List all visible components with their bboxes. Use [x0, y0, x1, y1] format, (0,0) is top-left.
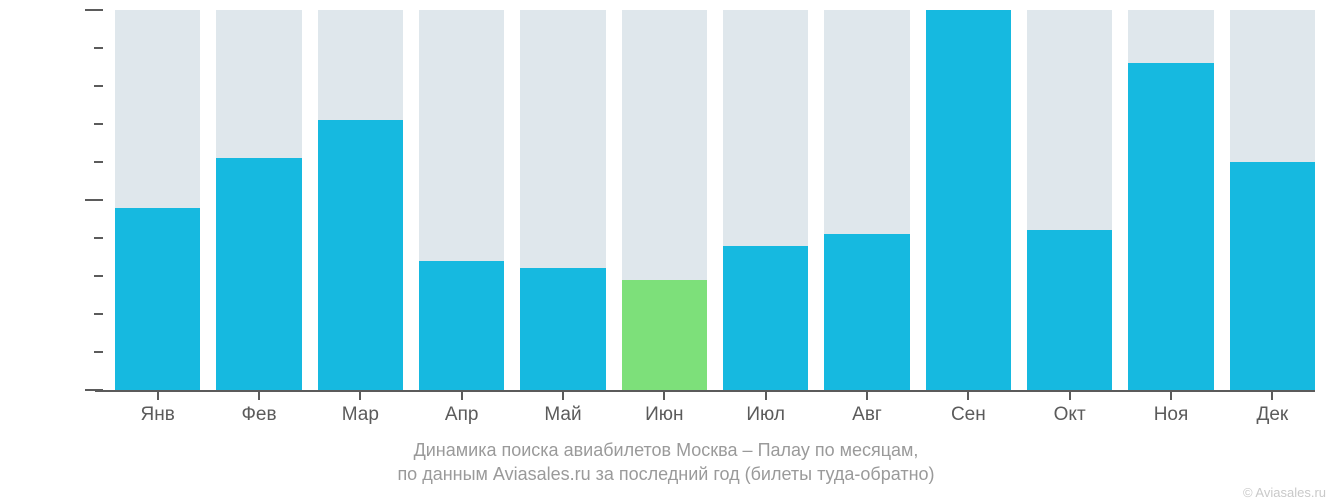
x-tick	[1271, 390, 1273, 400]
bar-group	[1230, 10, 1315, 390]
attribution-text: © Aviasales.ru	[1243, 485, 1326, 500]
x-tick-label: Янв	[141, 404, 175, 426]
bar-value	[520, 268, 605, 390]
y-major-tick	[85, 199, 103, 201]
bar-value	[723, 246, 808, 390]
x-tick-label: Ноя	[1154, 404, 1189, 426]
x-tick	[157, 390, 159, 400]
bar-value	[1230, 162, 1315, 390]
x-tick-label: Май	[544, 404, 581, 426]
bar-group	[824, 10, 909, 390]
y-minor-tick	[94, 85, 103, 87]
x-tick-label: Апр	[445, 404, 479, 426]
bar-value	[115, 208, 200, 390]
x-tick	[1069, 390, 1071, 400]
x-tick	[765, 390, 767, 400]
bar-group	[622, 10, 707, 390]
y-minor-tick	[94, 47, 103, 49]
x-axis-baseline	[95, 390, 1315, 392]
caption-line-2: по данным Aviasales.ru за последний год …	[0, 462, 1332, 486]
x-tick-label: Окт	[1054, 404, 1086, 426]
y-minor-tick	[94, 123, 103, 125]
x-tick-label: Авг	[852, 404, 882, 426]
chart-container: 0 %50 %100 % ЯнвФевМарАпрМайИюнИюлАвгСен…	[0, 0, 1332, 502]
caption-line-1: Динамика поиска авиабилетов Москва – Пал…	[0, 438, 1332, 462]
x-tick-label: Фев	[241, 404, 276, 426]
bar-group	[520, 10, 605, 390]
x-tick	[866, 390, 868, 400]
x-tick	[359, 390, 361, 400]
bar-group	[318, 10, 403, 390]
y-minor-tick	[94, 275, 103, 277]
bar-group	[723, 10, 808, 390]
y-minor-tick	[94, 237, 103, 239]
chart-caption: Динамика поиска авиабилетов Москва – Пал…	[0, 438, 1332, 487]
x-tick	[562, 390, 564, 400]
bar-value	[926, 10, 1011, 390]
x-tick	[258, 390, 260, 400]
bar-value	[1027, 230, 1112, 390]
x-tick	[967, 390, 969, 400]
y-minor-tick	[94, 351, 103, 353]
x-tick-label: Июн	[645, 404, 683, 426]
bar-group	[1027, 10, 1112, 390]
bar-value	[1128, 63, 1213, 390]
plot-area	[115, 10, 1315, 390]
bar-group	[419, 10, 504, 390]
bar-group	[926, 10, 1011, 390]
bar-group	[1128, 10, 1213, 390]
bar-group	[216, 10, 301, 390]
x-tick-label: Сен	[951, 404, 986, 426]
x-tick	[663, 390, 665, 400]
x-tick	[461, 390, 463, 400]
y-minor-tick	[94, 313, 103, 315]
y-major-tick	[85, 9, 103, 11]
bar-value	[318, 120, 403, 390]
bar-value	[622, 280, 707, 390]
bar-value	[419, 261, 504, 390]
bar-value	[216, 158, 301, 390]
bar-group	[115, 10, 200, 390]
x-tick	[1170, 390, 1172, 400]
x-tick-label: Мар	[342, 404, 379, 426]
x-tick-label: Дек	[1256, 404, 1288, 426]
bar-value	[824, 234, 909, 390]
y-minor-tick	[94, 161, 103, 163]
x-tick-label: Июл	[746, 404, 785, 426]
